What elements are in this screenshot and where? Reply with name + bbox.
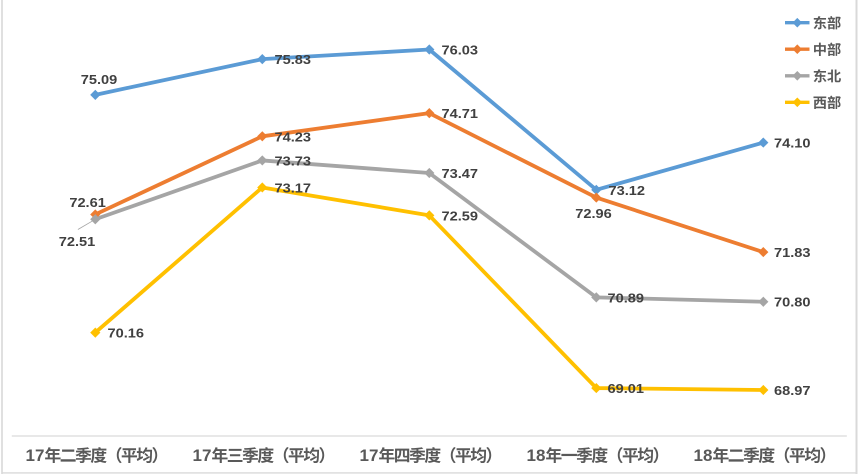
svg-text:71.83: 71.83 [774,245,811,260]
svg-text:74.23: 74.23 [275,129,312,144]
svg-text:73.17: 73.17 [275,180,312,195]
svg-text:72.51: 72.51 [59,234,96,249]
svg-text:17: 17 [193,446,212,465]
svg-text:72.59: 72.59 [442,208,479,223]
svg-text:17: 17 [360,446,379,465]
svg-text:72.61: 72.61 [69,195,106,210]
svg-text:75.83: 75.83 [275,52,312,67]
svg-text:73.73: 73.73 [275,153,312,168]
svg-text:68.97: 68.97 [774,383,811,398]
svg-text:69.01: 69.01 [608,381,645,396]
svg-text:74.10: 74.10 [774,136,811,151]
svg-text:70.89: 70.89 [608,290,645,305]
svg-text:70.80: 70.80 [774,295,811,310]
svg-text:18: 18 [527,446,546,465]
svg-text:73.47: 73.47 [442,166,479,181]
svg-text:76.03: 76.03 [442,43,479,58]
svg-text:18: 18 [694,446,713,465]
svg-text:72.96: 72.96 [575,206,612,221]
svg-text:73.12: 73.12 [609,183,646,198]
svg-text:70.16: 70.16 [108,326,145,341]
svg-text:74.71: 74.71 [442,106,479,121]
svg-text:17: 17 [26,446,45,465]
svg-text:75.09: 75.09 [81,72,118,87]
